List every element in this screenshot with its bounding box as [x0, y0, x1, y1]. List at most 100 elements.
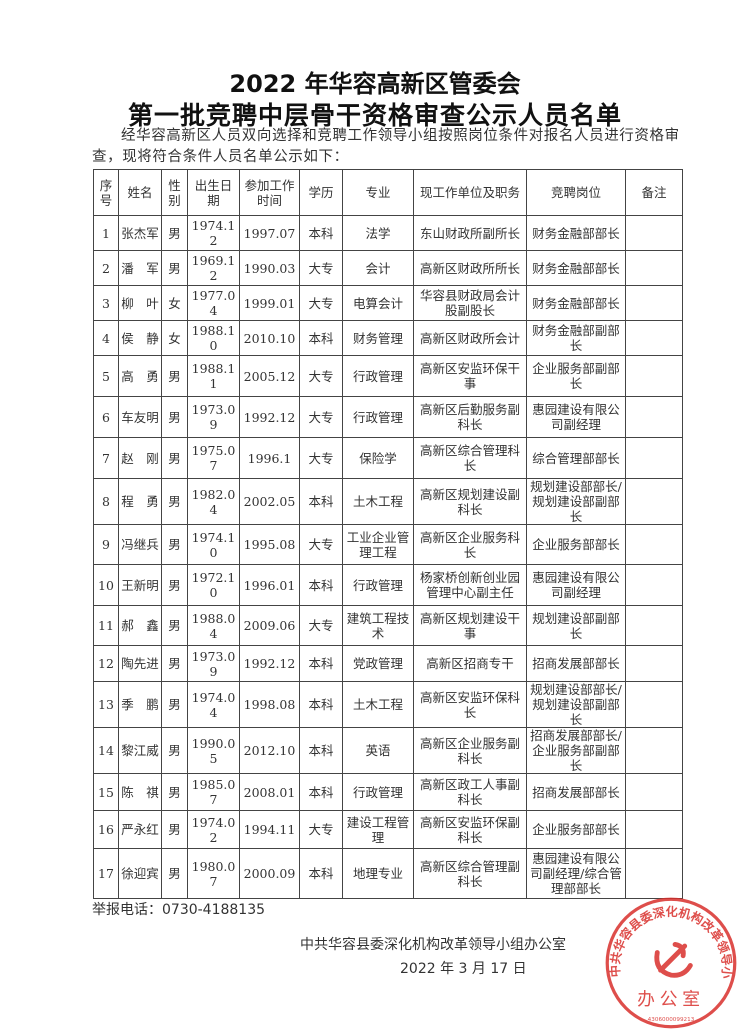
cell-applied-post: 规划建设部部长/规划建设部副部长 [526, 681, 626, 728]
cell-gender: 男 [161, 645, 188, 682]
cell-major: 行政管理 [342, 564, 414, 606]
cell-education: 本科 [299, 320, 343, 356]
cell-seq: 4 [93, 320, 119, 356]
cell-gender: 男 [161, 524, 188, 565]
cell-work-start: 1997.07 [239, 215, 300, 251]
cell-education: 大专 [299, 355, 343, 397]
cell-seq: 10 [93, 564, 119, 606]
cell-name: 赵 刚 [118, 437, 162, 479]
cell-major: 工业企业管理工程 [342, 524, 414, 565]
cell-applied-post: 财务金融部部长 [526, 285, 626, 321]
cell-education: 大专 [299, 250, 343, 286]
cell-remarks [625, 285, 683, 321]
cell-major: 行政管理 [342, 773, 414, 811]
cell-current-position: 高新区企业服务副科长 [413, 727, 527, 774]
cell-name: 严永红 [118, 810, 162, 849]
header-seq: 序号 [93, 169, 119, 216]
cell-applied-post: 惠园建设有限公司副经理/综合管理部部长 [526, 848, 626, 899]
cell-birth-date: 1980.07 [187, 848, 240, 899]
cell-education: 本科 [299, 478, 343, 525]
cell-applied-post: 招商发展部部长 [526, 645, 626, 682]
cell-birth-date: 1988.10 [187, 320, 240, 356]
seal-ring-text: 中共华容县委深化机构改革领导小组 [604, 896, 735, 980]
header-applied-post: 竞聘岗位 [526, 169, 626, 216]
cell-gender: 女 [161, 285, 188, 321]
cell-major: 土木工程 [342, 681, 414, 728]
cell-education: 大专 [299, 396, 343, 438]
cell-name: 陈 祺 [118, 773, 162, 811]
header-current-position: 现工作单位及职务 [413, 169, 527, 216]
cell-name: 张杰军 [118, 215, 162, 251]
hammer-sickle-icon [654, 942, 693, 978]
cell-work-start: 2010.10 [239, 320, 300, 356]
cell-applied-post: 企业服务部部长 [526, 524, 626, 565]
cell-current-position: 高新区安监环保科长 [413, 681, 527, 728]
seal-number: 4306000099213 [648, 1017, 695, 1023]
table-row: 9 冯继兵男 1974.10 1995.08 大专 工业企业管理工程 高新区企业服务科长 企业… [93, 524, 683, 565]
cell-birth-date: 1974.02 [187, 810, 240, 849]
header-work-start: 参加工作时间 [239, 169, 300, 216]
cell-major: 地理专业 [342, 848, 414, 899]
cell-work-start: 2000.09 [239, 848, 300, 899]
cell-remarks [625, 215, 683, 251]
cell-education: 大专 [299, 524, 343, 565]
cell-current-position: 高新区安监环保副科长 [413, 810, 527, 849]
cell-seq: 9 [93, 524, 119, 565]
issuer: 中共华容县委深化机构改革领导小组办公室 [300, 937, 566, 953]
cell-gender: 男 [161, 810, 188, 849]
cell-major: 财务管理 [342, 320, 414, 356]
cell-education: 大专 [299, 437, 343, 479]
cell-birth-date: 1974.12 [187, 215, 240, 251]
cell-work-start: 1992.12 [239, 645, 300, 682]
cell-work-start: 1996.01 [239, 564, 300, 606]
cell-education: 本科 [299, 848, 343, 899]
cell-applied-post: 财务金融部部长 [526, 215, 626, 251]
candidate-table: 序号 姓名 性别 出生日期 参加工作时间 学历 专业 现工作单位及职务 竞聘岗位 备注 1 张杰军男… [93, 169, 683, 899]
cell-education: 大专 [299, 285, 343, 321]
cell-remarks [625, 727, 683, 774]
cell-remarks [625, 810, 683, 849]
cell-work-start: 1994.11 [239, 810, 300, 849]
cell-current-position: 华容县财政局会计股副股长 [413, 285, 527, 321]
cell-major: 保险学 [342, 437, 414, 479]
table-row: 1 张杰军男 1974.12 1997.07 本科 法学 东山财政所副所长 财务金融部部长 [93, 215, 683, 251]
title-line-2: 第一批竞聘中层骨干资格审查公示人员名单 [127, 101, 622, 130]
cell-education: 大专 [299, 605, 343, 646]
cell-applied-post: 惠园建设有限公司副经理 [526, 396, 626, 438]
cell-applied-post: 招商发展部部长 [526, 773, 626, 811]
cell-current-position: 东山财政所副所长 [413, 215, 527, 251]
cell-gender: 男 [161, 396, 188, 438]
cell-education: 本科 [299, 645, 343, 682]
official-seal: 中共华容县委深化机构改革领导小组 办公室 4306000099213 [604, 896, 737, 1029]
cell-remarks [625, 645, 683, 682]
cell-remarks [625, 250, 683, 286]
cell-major: 电算会计 [342, 285, 414, 321]
cell-seq: 16 [93, 810, 119, 849]
table-row: 14 黎江威男 1990.05 2012.10 本科 英语 高新区企业服务副科长 招商发展部部… [93, 727, 683, 774]
cell-applied-post: 企业服务部部长 [526, 810, 626, 849]
table-row: 12 陶先进男 1973.09 1992.12 本科 党政管理 高新区招商专干 招商发展部部长 [93, 645, 683, 682]
cell-name: 陶先进 [118, 645, 162, 682]
header-education: 学历 [299, 169, 343, 216]
cell-major: 行政管理 [342, 396, 414, 438]
cell-seq: 12 [93, 645, 119, 682]
cell-education: 本科 [299, 727, 343, 774]
cell-remarks [625, 564, 683, 606]
cell-applied-post: 惠园建设有限公司副经理 [526, 564, 626, 606]
cell-gender: 男 [161, 437, 188, 479]
cell-remarks [625, 355, 683, 397]
cell-applied-post: 综合管理部部长 [526, 437, 626, 479]
header-remarks: 备注 [625, 169, 683, 216]
cell-gender: 男 [161, 250, 188, 286]
cell-current-position: 高新区综合管理科长 [413, 437, 527, 479]
cell-current-position: 高新区规划建设副科长 [413, 478, 527, 525]
cell-major: 党政管理 [342, 645, 414, 682]
cell-major: 土木工程 [342, 478, 414, 525]
cell-current-position: 高新区财政所会计 [413, 320, 527, 356]
header-gender: 性别 [161, 169, 188, 216]
cell-remarks [625, 605, 683, 646]
cell-applied-post: 规划建设部副部长 [526, 605, 626, 646]
cell-birth-date: 1973.09 [187, 645, 240, 682]
